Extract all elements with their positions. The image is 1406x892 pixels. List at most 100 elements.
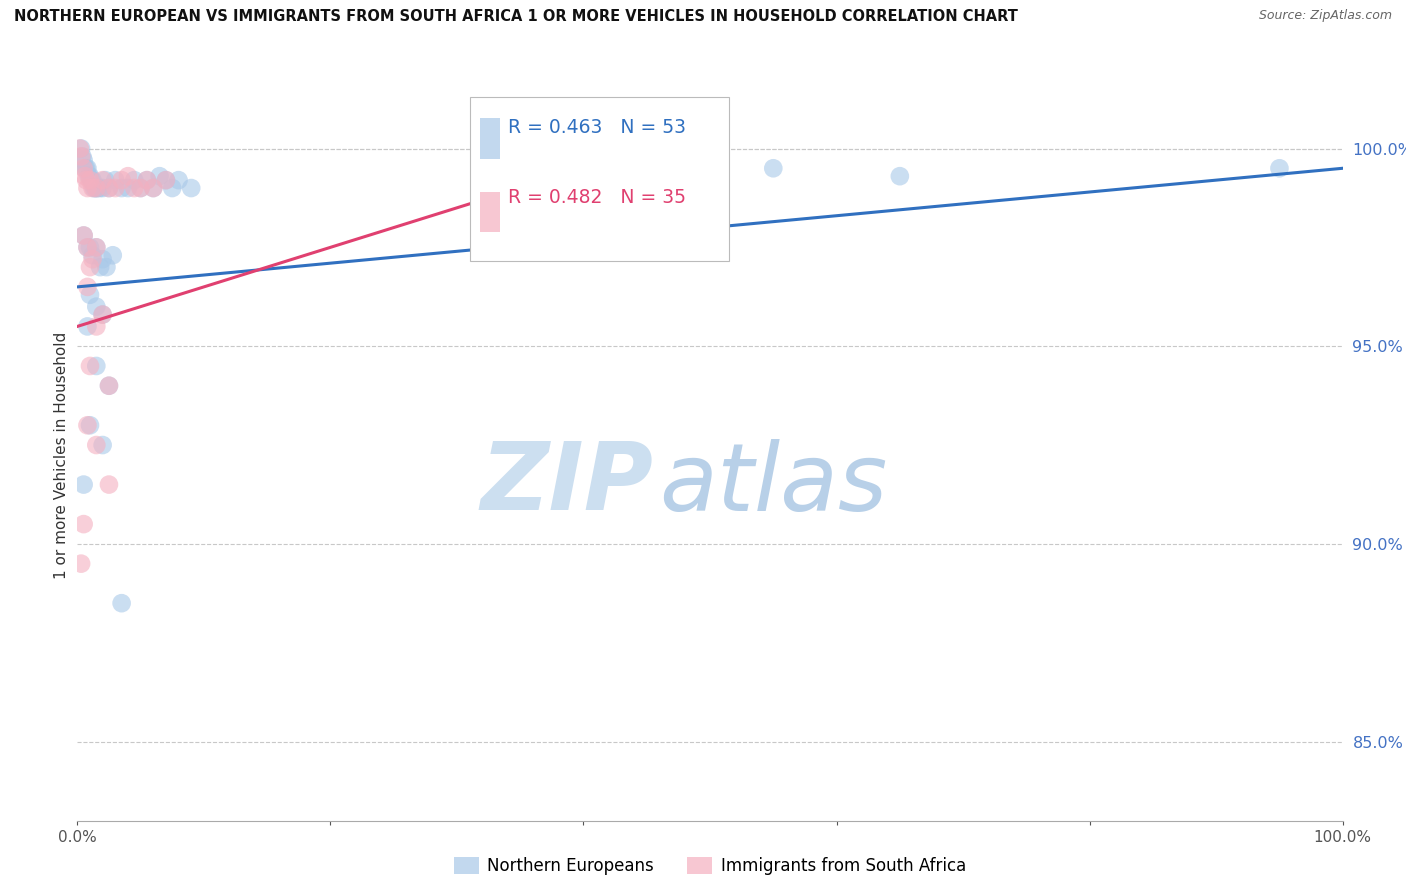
Legend: Northern Europeans, Immigrants from South Africa: Northern Europeans, Immigrants from Sout…: [447, 850, 973, 882]
Point: [76, 418, 98, 433]
Point: [86, 300, 108, 314]
Point: [79, 173, 101, 187]
Text: NORTHERN EUROPEAN VS IMMIGRANTS FROM SOUTH AFRICA 1 OR MORE VEHICLES IN HOUSEHOL: NORTHERN EUROPEAN VS IMMIGRANTS FROM SOU…: [14, 9, 1018, 24]
Point: [73, 228, 96, 243]
Point: [1268, 161, 1291, 176]
Point: [91, 438, 114, 452]
Point: [82, 248, 104, 262]
Point: [86, 438, 108, 452]
Point: [73, 161, 96, 176]
Point: [76, 240, 98, 254]
Point: [167, 173, 190, 187]
Text: R = 0.482   N = 35: R = 0.482 N = 35: [508, 188, 686, 207]
Point: [83, 181, 105, 195]
Point: [101, 248, 124, 262]
Point: [79, 240, 101, 254]
Point: [111, 173, 132, 187]
Point: [76, 161, 98, 176]
Point: [547, 173, 569, 187]
Point: [98, 477, 120, 491]
Point: [142, 181, 165, 195]
Point: [72, 149, 94, 163]
Point: [509, 181, 531, 195]
Text: Source: ZipAtlas.com: Source: ZipAtlas.com: [1258, 9, 1392, 22]
Point: [162, 181, 183, 195]
Y-axis label: 1 or more Vehicles in Household: 1 or more Vehicles in Household: [53, 331, 69, 579]
Text: R = 0.463   N = 53: R = 0.463 N = 53: [508, 112, 686, 130]
Point: [80, 173, 103, 187]
Point: [91, 252, 114, 267]
Point: [79, 359, 101, 373]
Point: [96, 260, 118, 274]
Point: [91, 308, 114, 322]
Point: [117, 169, 139, 184]
Point: [889, 169, 911, 184]
Point: [142, 181, 165, 195]
Point: [89, 181, 111, 195]
Bar: [479, 192, 501, 232]
Point: [136, 173, 159, 187]
Point: [136, 173, 159, 187]
Point: [76, 280, 98, 294]
Point: [84, 181, 107, 195]
Point: [104, 181, 127, 195]
Point: [79, 260, 101, 274]
Point: [73, 161, 96, 176]
Point: [69, 141, 91, 155]
Point: [124, 173, 146, 187]
Bar: [479, 119, 501, 159]
Point: [86, 240, 108, 254]
Point: [86, 181, 108, 195]
Point: [70, 557, 93, 571]
Point: [91, 181, 114, 195]
Point: [86, 319, 108, 334]
Point: [155, 173, 177, 187]
Text: R = 0.482   N = 35: R = 0.482 N = 35: [508, 185, 686, 203]
FancyBboxPatch shape: [470, 96, 730, 261]
Point: [98, 181, 120, 195]
Point: [76, 319, 98, 334]
Point: [91, 173, 114, 187]
Point: [77, 169, 100, 184]
Point: [79, 418, 101, 433]
Point: [117, 181, 139, 195]
Point: [73, 228, 96, 243]
Point: [73, 477, 96, 491]
Text: ZIP: ZIP: [481, 438, 654, 530]
Point: [104, 173, 127, 187]
Point: [86, 240, 108, 254]
Point: [129, 181, 152, 195]
Point: [79, 169, 101, 184]
Point: [86, 359, 108, 373]
Text: atlas: atlas: [659, 439, 887, 530]
Point: [149, 169, 172, 184]
Point: [155, 173, 177, 187]
Point: [86, 181, 108, 195]
Point: [111, 596, 132, 610]
Point: [98, 378, 120, 392]
Point: [180, 181, 202, 195]
Point: [70, 149, 93, 163]
Point: [129, 181, 152, 195]
Text: R = 0.463   N = 53: R = 0.463 N = 53: [508, 119, 686, 137]
Point: [94, 173, 117, 187]
Point: [111, 181, 132, 195]
Point: [73, 169, 96, 184]
Point: [73, 153, 96, 168]
Point: [82, 252, 104, 267]
Point: [82, 181, 104, 195]
Point: [86, 181, 108, 195]
Point: [762, 161, 785, 176]
Point: [91, 308, 114, 322]
Point: [79, 287, 101, 301]
Point: [124, 181, 146, 195]
Point: [98, 378, 120, 392]
Point: [89, 260, 111, 274]
Point: [98, 181, 120, 195]
Point: [73, 517, 96, 532]
Point: [75, 161, 97, 176]
Point: [82, 173, 104, 187]
Point: [76, 240, 98, 254]
Point: [70, 141, 93, 155]
Point: [75, 173, 97, 187]
